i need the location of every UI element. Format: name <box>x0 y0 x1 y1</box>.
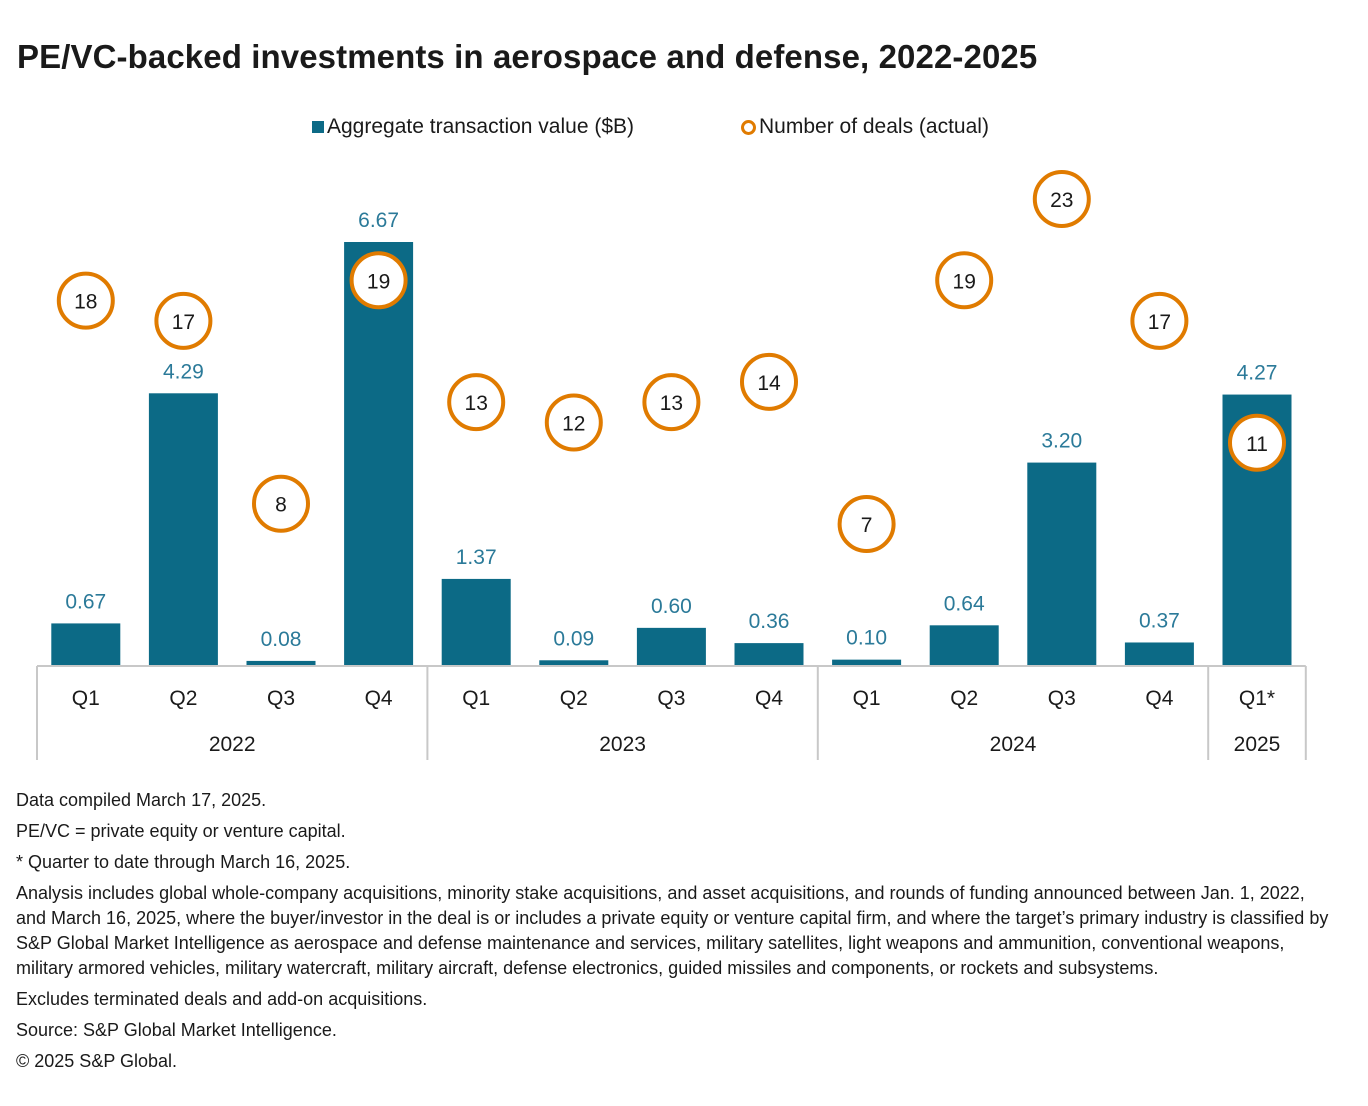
x-tick-label: Q1 <box>853 687 881 710</box>
x-tick-label: Q4 <box>365 687 393 710</box>
x-tick-label: Q4 <box>755 687 783 710</box>
note-asterisk: * Quarter to date through March 16, 2025… <box>16 852 351 872</box>
deal-count-label: 17 <box>172 311 195 334</box>
bar <box>1027 462 1097 666</box>
deal-circle <box>935 251 994 310</box>
x-tick-label: Q3 <box>267 687 295 710</box>
bar <box>246 660 316 666</box>
bar <box>441 578 511 666</box>
bar <box>539 660 609 666</box>
deal-circle <box>740 352 798 411</box>
deal-count-label: 13 <box>660 392 683 415</box>
bar <box>1124 642 1194 666</box>
deal-count-label: 13 <box>465 392 488 415</box>
x-tick-label: Q2 <box>950 687 978 710</box>
year-label: 2022 <box>209 733 256 756</box>
legend-item-bars: Aggregate transaction value ($B) <box>312 115 634 139</box>
bar-value-label: 1.37 <box>456 546 497 569</box>
year-label: 2023 <box>599 733 646 756</box>
note-excludes: Excludes terminated deals and add-on acq… <box>16 989 428 1009</box>
x-tick-label: Q2 <box>560 687 588 710</box>
year-label: 2024 <box>990 733 1037 756</box>
note-compiled: Data compiled March 17, 2025. <box>16 790 267 810</box>
x-tick-label: Q1 <box>462 687 490 710</box>
deal-count-label: 14 <box>757 372 781 395</box>
deal-circle <box>1228 413 1286 472</box>
notes: Data compiled March 17, 2025. PE/VC = pr… <box>16 788 1336 1080</box>
deal-count-label: 12 <box>562 412 585 435</box>
deal-circle <box>1130 291 1189 350</box>
deal-count-label: 19 <box>367 270 390 293</box>
x-tick-label: Q1* <box>1239 687 1275 710</box>
bar-value-label: 0.08 <box>261 628 302 651</box>
deal-count-label: 11 <box>1246 433 1268 456</box>
deal-circle <box>447 373 506 432</box>
bar-value-label: 3.20 <box>1041 430 1082 453</box>
x-tick-label: Q2 <box>169 687 197 710</box>
deal-circle <box>1032 170 1091 228</box>
deal-circle <box>56 271 115 330</box>
bar <box>51 623 121 666</box>
bar-value-label: 0.60 <box>651 595 692 618</box>
bar-value-label: 0.10 <box>846 627 887 650</box>
x-tick-label: Q3 <box>657 687 685 710</box>
bar <box>344 242 414 666</box>
note-copyright: © 2025 S&P Global. <box>16 1051 178 1071</box>
bar-value-label: 4.29 <box>163 360 204 383</box>
note-source: Source: S&P Global Market Intelligence. <box>16 1020 337 1040</box>
x-tick-label: Q4 <box>1145 687 1173 710</box>
deal-count-label: 7 <box>861 514 873 537</box>
bar-value-label: 0.09 <box>553 627 594 650</box>
deal-count-label: 8 <box>275 494 287 517</box>
x-tick-label: Q1 <box>72 687 100 710</box>
year-label: 2025 <box>1234 733 1281 756</box>
legend-item-circles: Number of deals (actual) <box>741 115 989 139</box>
bar-swatch-icon <box>312 121 324 133</box>
bar <box>734 643 804 666</box>
deal-circle <box>544 393 603 452</box>
bar <box>929 625 999 666</box>
deal-circle <box>837 495 896 553</box>
legend-bar-label: Aggregate transaction value ($B) <box>327 115 635 138</box>
deal-count-label: 18 <box>74 291 97 314</box>
deal-count-label: 19 <box>953 270 976 293</box>
bar <box>148 393 218 666</box>
circle-marker-icon <box>741 119 756 135</box>
deal-circle <box>252 474 310 533</box>
bar-value-label: 0.36 <box>749 610 790 633</box>
note-analysis: Analysis includes global whole-company a… <box>16 883 1329 978</box>
bar <box>832 659 902 666</box>
bar <box>636 627 706 666</box>
bar-value-label: 6.67 <box>358 209 399 232</box>
deal-circle <box>642 373 701 432</box>
note-definition: PE/VC = private equity or venture capita… <box>16 821 346 841</box>
bar-value-label: 4.27 <box>1237 362 1278 385</box>
deal-circle <box>154 291 213 350</box>
legend-circle-label: Number of deals (actual) <box>759 115 989 138</box>
bar-value-label: 0.64 <box>944 592 985 615</box>
deal-count-label: 23 <box>1050 189 1073 212</box>
chart-area: 0.67 4.29 0.08 6.67 1.37 0.09 0.60 0.36 0.10 0.64… <box>36 170 1307 760</box>
deal-count-label: 17 <box>1148 311 1171 334</box>
bar-value-label: 0.67 <box>65 590 106 613</box>
x-tick-label: Q3 <box>1048 687 1076 710</box>
chart-title: PE/VC-backed investments in aerospace an… <box>17 38 1038 75</box>
deal-circle <box>349 251 408 310</box>
bar-value-label: 0.37 <box>1139 609 1180 632</box>
